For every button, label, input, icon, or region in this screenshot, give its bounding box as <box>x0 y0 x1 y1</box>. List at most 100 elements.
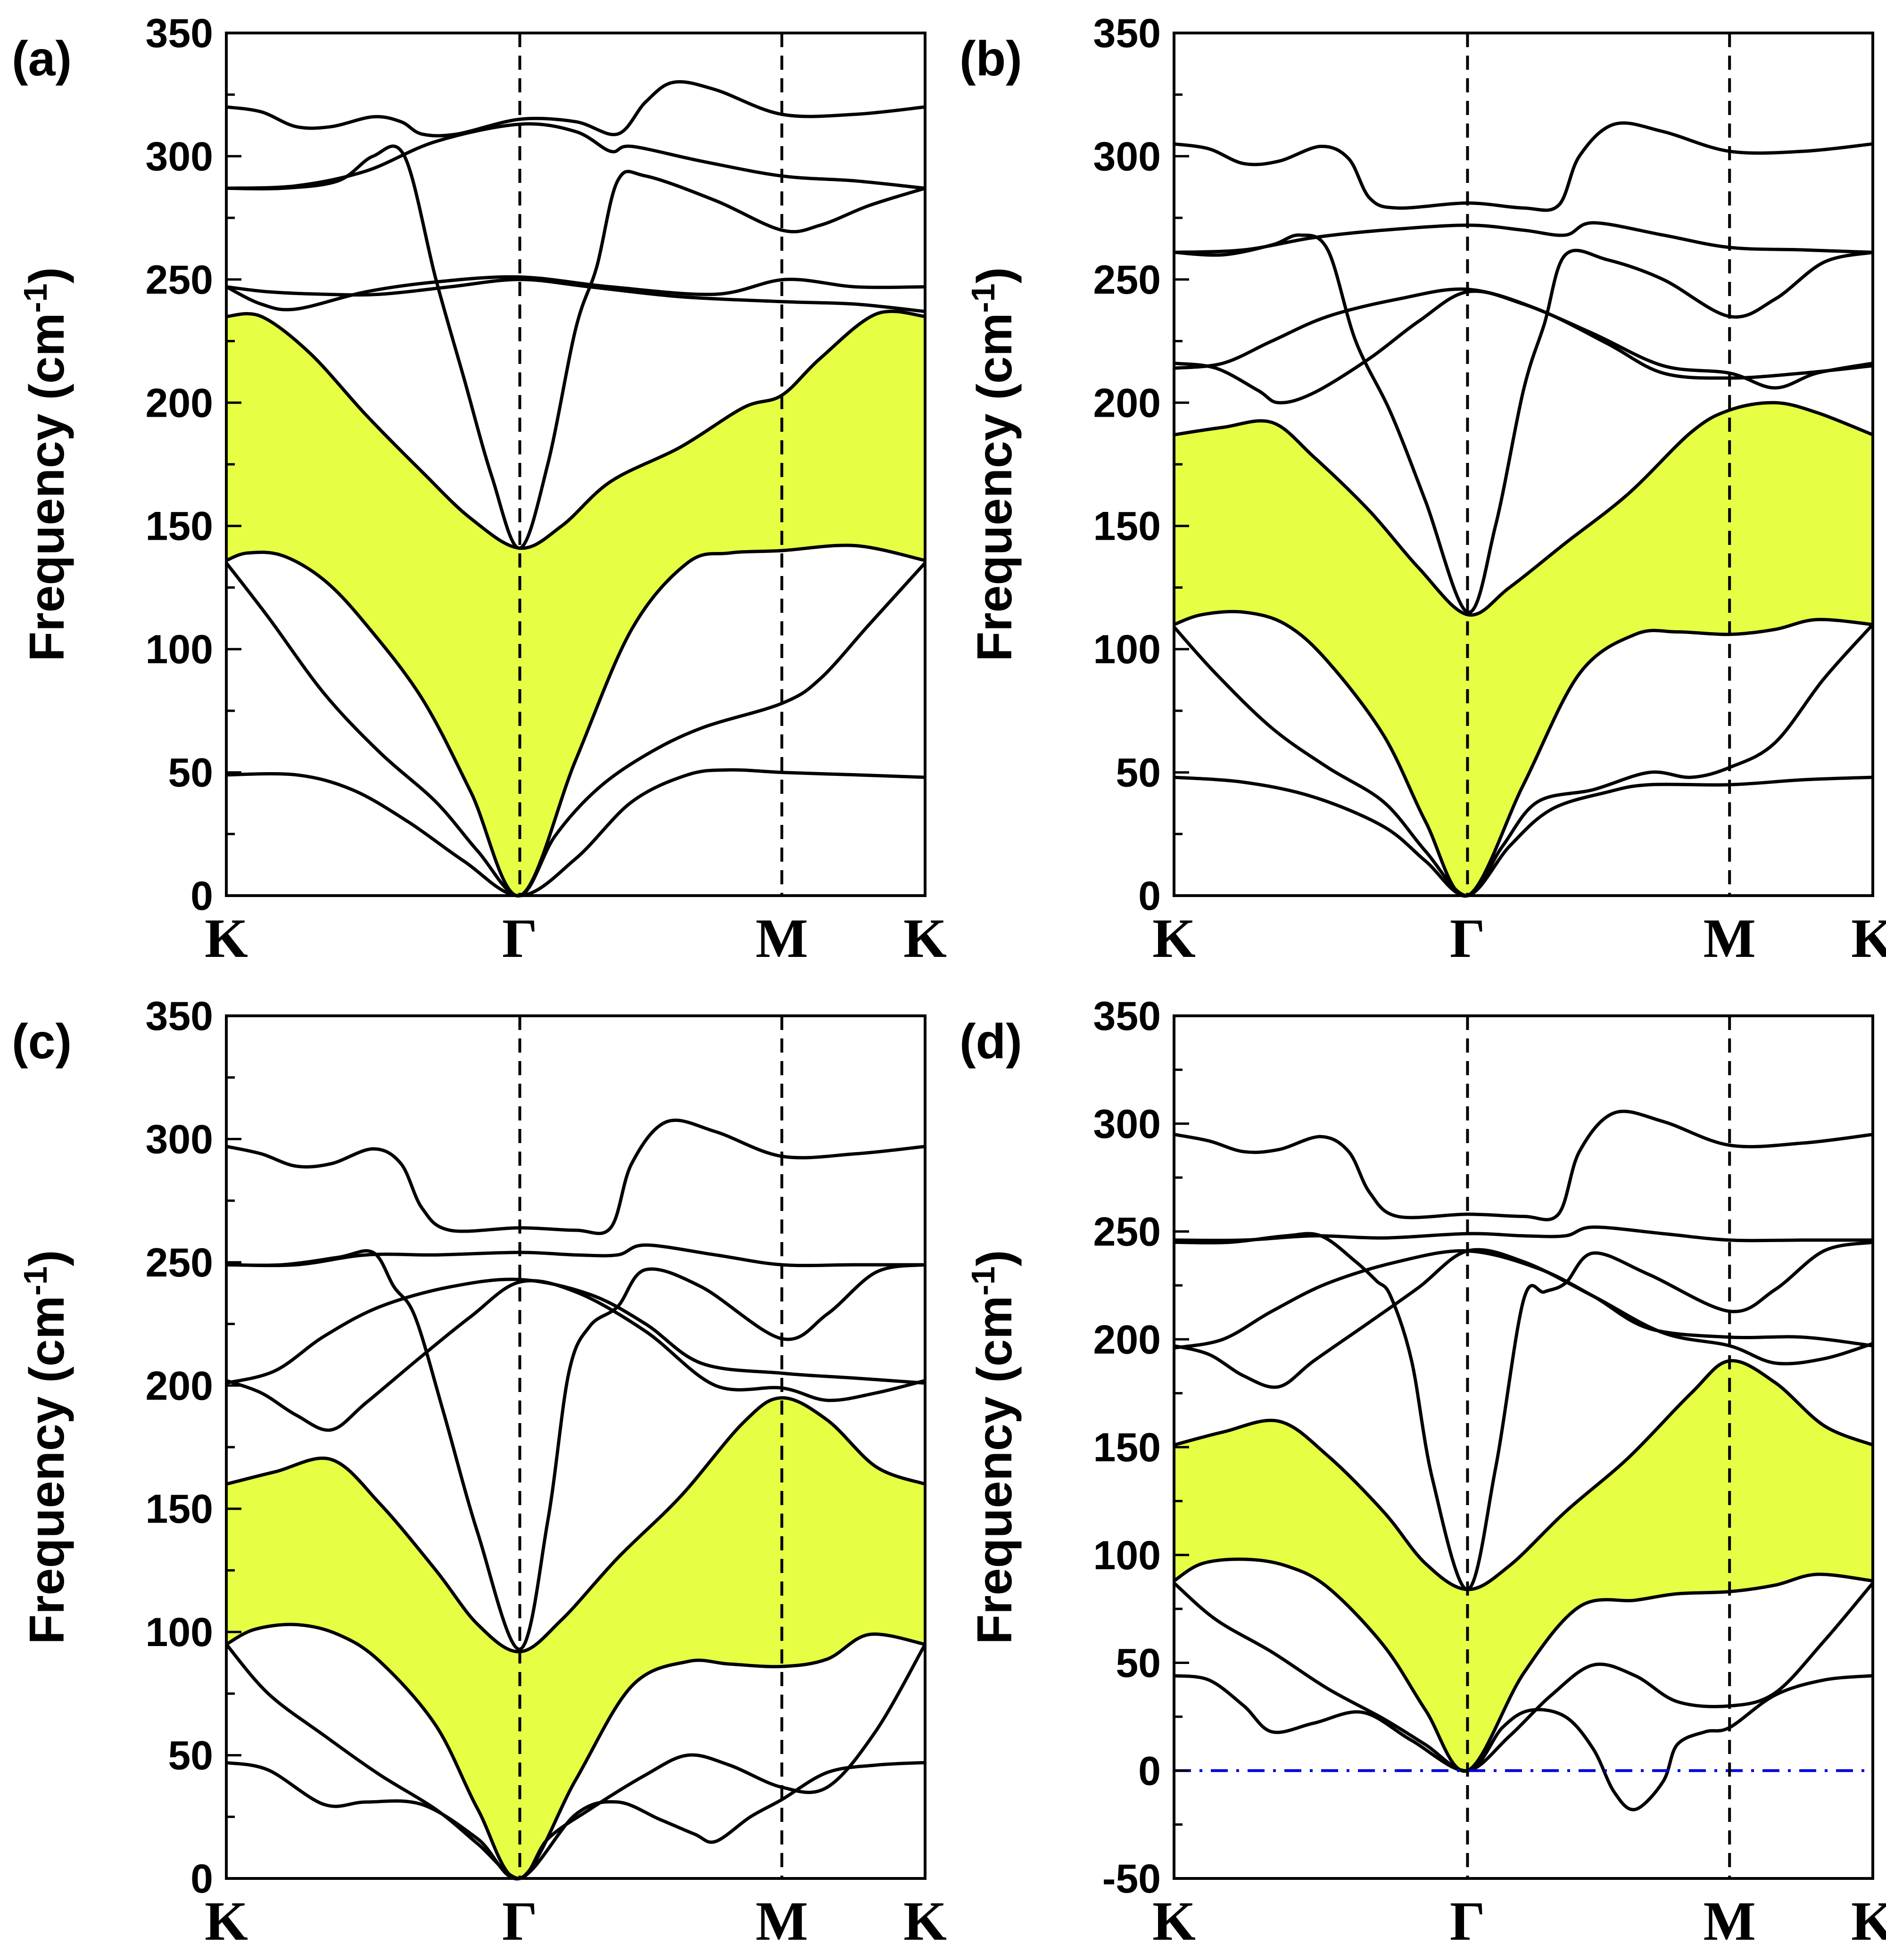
k-point-label: K <box>1851 1890 1886 1952</box>
phonon-branch-4 <box>1174 287 1873 380</box>
panel-label: (a) <box>12 32 72 86</box>
y-axis-title-close: ) <box>20 1250 74 1267</box>
y-tick-label: 0 <box>1138 873 1161 919</box>
phonon-branch-7 <box>226 80 926 138</box>
phonon-branch-1 <box>226 768 926 898</box>
y-tick-label: 250 <box>1093 257 1161 303</box>
band-gap-upper-edge <box>1174 401 1874 617</box>
y-tick-label: 300 <box>146 1117 214 1162</box>
k-point-label: K <box>903 907 947 969</box>
y-tick-label: 200 <box>1093 1317 1161 1362</box>
k-point-label: Γ <box>502 907 538 969</box>
phonon-branch-4 <box>1174 1249 1873 1350</box>
panel-label: (c) <box>12 1014 72 1069</box>
y-tick-label: 100 <box>146 1610 214 1655</box>
phonon-branch-4 <box>226 1277 926 1385</box>
y-axis-title-close: ) <box>968 1250 1022 1267</box>
band-gap-upper-edge <box>1174 1359 1874 1591</box>
phonon-branch-7 <box>1174 121 1873 212</box>
band-gap-region <box>1174 403 1873 897</box>
y-tick-label: 350 <box>1093 994 1161 1039</box>
phonon-branch-2 <box>225 1643 927 1880</box>
y-axis-title: Frequency (cm-1) <box>17 1250 74 1645</box>
phonon-branch-1 <box>1174 775 1873 898</box>
k-point-label: M <box>1704 907 1756 969</box>
y-tick-label: 150 <box>146 504 214 549</box>
phonon-branch-2 <box>1173 623 1874 898</box>
k-point-label: K <box>205 1890 248 1952</box>
y-axis-title-close: ) <box>968 267 1022 284</box>
y-axis-title: Frequency (cm-1) <box>965 267 1022 662</box>
y-tick-label: 100 <box>1093 627 1161 672</box>
y-tick-label: 50 <box>168 1733 213 1779</box>
k-point-label: K <box>205 907 248 969</box>
y-tick-label: 250 <box>146 1240 214 1285</box>
phonon-branch-3 <box>226 278 926 313</box>
y-tick-label: 250 <box>146 257 214 303</box>
y-axis-title: Frequency (cm-1) <box>965 1250 1022 1645</box>
k-point-label: M <box>756 907 808 969</box>
y-tick-label: 300 <box>1093 1102 1161 1147</box>
y-axis-title-main: Frequency (cm <box>20 313 74 662</box>
phonon-branch-4 <box>225 275 926 312</box>
k-point-label: Γ <box>1450 907 1485 969</box>
band-gap-upper-edge <box>226 1396 926 1654</box>
y-tick-label: 0 <box>190 1856 213 1902</box>
phonon-branch-6 <box>1174 1225 1873 1243</box>
phonon-branch-5 <box>1174 1232 1873 1591</box>
y-axis-title-superscript: -1 <box>965 1266 1001 1295</box>
band-gap-lower-edge <box>1173 609 1873 898</box>
k-point-label: K <box>1152 1890 1196 1952</box>
y-tick-label: 350 <box>1093 11 1161 56</box>
y-tick-label: 150 <box>1093 504 1161 549</box>
y-tick-label: 250 <box>1093 1210 1161 1255</box>
phonon-branch-5 <box>226 1249 926 1651</box>
phonon-branch-3 <box>1174 1248 1874 1389</box>
panel-c: 0 50 100 150 200 250 300 350 K Γ M K (c) Frequency (c… <box>12 994 947 1952</box>
y-tick-label: 50 <box>1116 750 1161 796</box>
panel-b: 0 50 100 150 200 250 300 350 K Γ M K (b) Frequency (c… <box>960 11 1886 969</box>
y-axis-title-superscript: -1 <box>17 1266 54 1295</box>
phonon-branch-6 <box>226 122 926 190</box>
y-tick-label: 200 <box>1093 380 1161 426</box>
phonon-branch-1 <box>1174 1674 1873 1812</box>
band-gap-region <box>226 311 925 896</box>
phonon-branch-2 <box>1173 1581 1874 1772</box>
y-tick-label: 100 <box>146 627 214 672</box>
k-point-label: Γ <box>502 1890 538 1952</box>
panel-a: 0 50 100 150 200 250 300 350 K Γ M K (a) Frequency (c… <box>12 11 947 969</box>
phonon-branch-7 <box>226 1119 926 1235</box>
y-tick-label: 150 <box>146 1487 214 1532</box>
band-gap-upper-edge <box>226 309 926 550</box>
y-tick-label: 350 <box>146 11 214 56</box>
k-point-label: K <box>903 1890 947 1952</box>
y-tick-label: 300 <box>146 134 214 179</box>
y-tick-label: 350 <box>146 994 214 1039</box>
k-point-label: M <box>1704 1890 1756 1952</box>
y-tick-label: -50 <box>1102 1856 1161 1902</box>
y-axis-title-main: Frequency (cm <box>968 1296 1022 1645</box>
k-point-label: K <box>1152 907 1196 969</box>
panel-d: -50 0 50 100 150 200 250 300 350 K Γ M K (d) Frequency… <box>960 994 1886 1952</box>
y-axis-title: Frequency (cm-1) <box>17 267 74 662</box>
y-tick-label: 200 <box>146 380 214 426</box>
y-tick-label: 200 <box>146 1363 214 1408</box>
phonon-branch-7 <box>1174 1110 1873 1221</box>
y-tick-label: 300 <box>1093 134 1161 179</box>
band-gap-lower-edge <box>1173 1557 1873 1773</box>
y-tick-label: 50 <box>1116 1641 1161 1686</box>
panel-label: (d) <box>960 1014 1022 1069</box>
phonon-branch-3 <box>225 1279 926 1432</box>
y-tick-label: 50 <box>168 750 213 796</box>
y-axis-title-superscript: -1 <box>965 283 1001 313</box>
y-axis-title-main: Frequency (cm <box>968 313 1022 662</box>
y-tick-label: 0 <box>1138 1748 1161 1794</box>
phonon-branch-6 <box>226 1243 925 1268</box>
k-point-label: K <box>1851 907 1886 969</box>
y-tick-label: 150 <box>1093 1425 1161 1470</box>
band-gap-region <box>226 1398 925 1879</box>
y-axis-title-main: Frequency (cm <box>20 1296 74 1645</box>
band-gap-region <box>1174 1360 1873 1771</box>
phonon-branch-2 <box>225 561 926 898</box>
panel-label: (b) <box>960 32 1022 86</box>
